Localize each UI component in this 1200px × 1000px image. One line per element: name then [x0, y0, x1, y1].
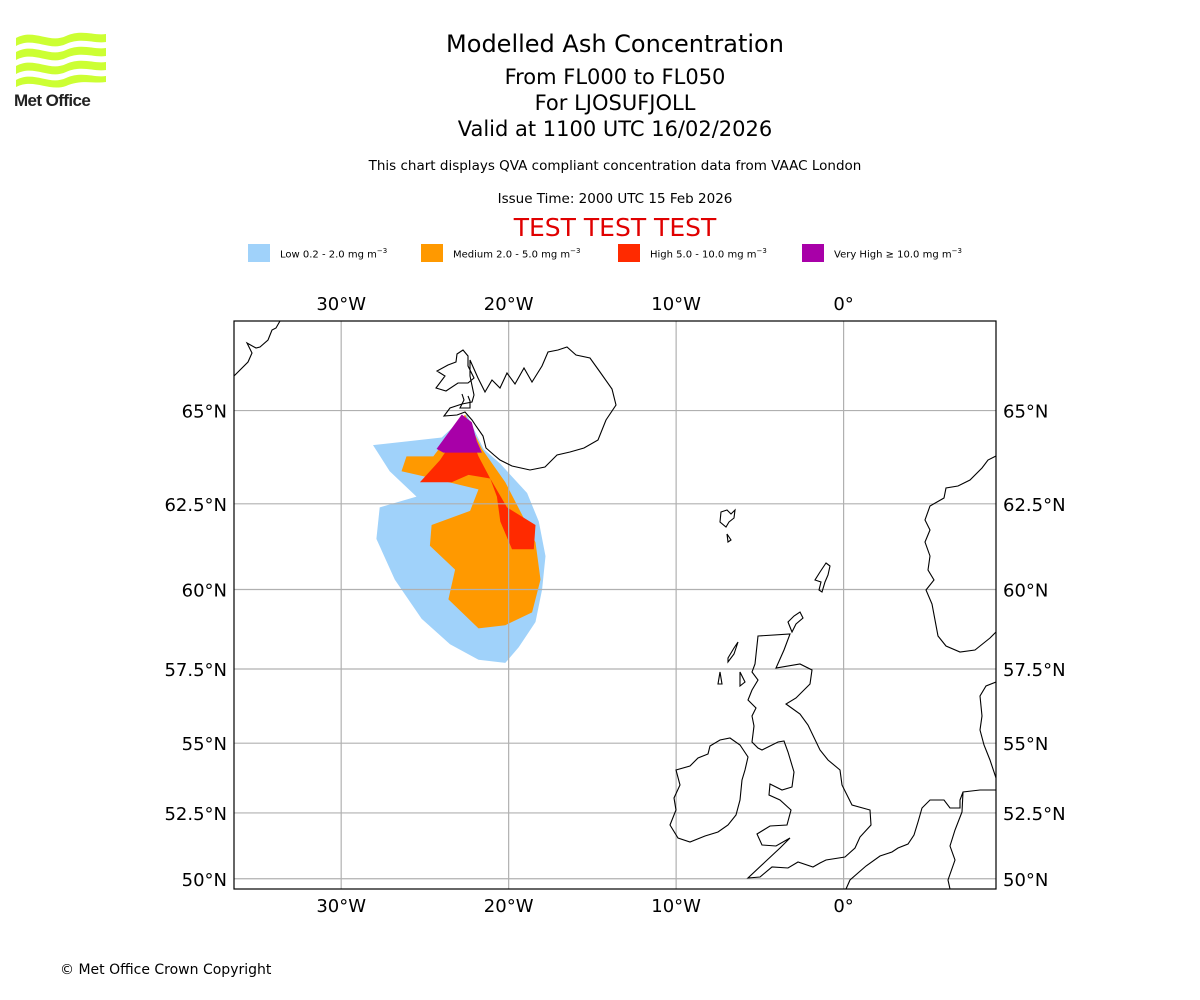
met-office-waves-icon — [16, 32, 106, 88]
tick-label-lon-top: 10°W — [651, 294, 701, 315]
map-frame — [233, 320, 997, 890]
hebrides-coast — [717, 641, 746, 688]
ash-region-high — [419, 422, 536, 550]
legend-swatch-high — [618, 244, 640, 262]
issue-time: Issue Time: 2000 UTC 15 Feb 2026 — [497, 191, 733, 207]
flight-levels: From FL000 to FL050 — [504, 65, 726, 89]
qva-note: This chart displays QVA compliant concen… — [368, 158, 862, 174]
ash-region-very-high — [436, 414, 482, 453]
ash-concentration-layer — [373, 414, 546, 663]
tick-label-lon-top: 20°W — [484, 294, 534, 315]
vestmannaeyjar-coast — [459, 393, 471, 409]
tick-label-lat-left: 60°N — [182, 581, 227, 602]
tick-label-lat-right: 62.5°N — [1003, 495, 1066, 516]
tick-label-lat-left: 57.5°N — [164, 660, 227, 681]
legend-label-very-high: Very High ≥ 10.0 mg m−3 — [834, 247, 962, 261]
legend-swatch-low — [248, 244, 270, 262]
legend-label-high: High 5.0 - 10.0 mg m−3 — [650, 247, 767, 261]
tick-label-lat-right: 50°N — [1003, 870, 1048, 891]
tick-label-lat-left: 62.5°N — [164, 495, 227, 516]
copyright: © Met Office Crown Copyright — [60, 962, 272, 978]
tick-label-lat-left: 50°N — [182, 870, 227, 891]
axis-ticks: 30°W 30°W 20°W 20°W 10°W 10°W 0° 0° 65°N 65°N 62.5… — [164, 294, 1065, 917]
tick-label-lon-bottom: 10°W — [651, 896, 701, 917]
great-britain-coast — [746, 633, 872, 879]
legend-swatch-very-high — [802, 244, 824, 262]
valid-time: Valid at 1100 UTC 16/02/2026 — [457, 117, 773, 141]
tick-label-lon-bottom: 30°W — [316, 896, 366, 917]
graticule — [234, 321, 996, 889]
test-banner: TEST TEST TEST — [513, 213, 717, 242]
chart-title: Modelled Ash Concentration — [446, 30, 784, 58]
tick-label-lat-right: 52.5°N — [1003, 804, 1066, 825]
tick-label-lat-right: 65°N — [1003, 402, 1048, 423]
coastlines — [234, 321, 996, 889]
faroe-islands-coast — [719, 508, 736, 543]
orkney-coast — [787, 611, 804, 634]
tick-label-lon-top: 0° — [833, 294, 853, 315]
tick-label-lat-right: 55°N — [1003, 734, 1048, 755]
iceland-coast — [435, 346, 617, 471]
tick-label-lat-left: 65°N — [182, 402, 227, 423]
norway-coast — [924, 455, 996, 653]
continent-coast — [845, 681, 996, 889]
ireland-coast — [669, 737, 749, 843]
legend-label-medium: Medium 2.0 - 5.0 mg m−3 — [453, 247, 581, 261]
legend-swatch-medium — [421, 244, 443, 262]
met-office-logo: Met Office — [14, 30, 108, 112]
logo-text: Met Office — [14, 91, 91, 110]
tick-label-lat-right: 57.5°N — [1003, 660, 1066, 681]
tick-label-lat-left: 55°N — [182, 734, 227, 755]
greenland-coast — [234, 321, 281, 377]
legend-label-low: Low 0.2 - 2.0 mg m−3 — [280, 247, 388, 261]
tick-label-lon-bottom: 20°W — [484, 896, 534, 917]
tick-label-lat-left: 52.5°N — [164, 804, 227, 825]
shetland-coast — [814, 562, 831, 593]
tick-label-lon-bottom: 0° — [833, 896, 853, 917]
tick-label-lat-right: 60°N — [1003, 581, 1048, 602]
chart-subtitle-block: From FL000 to FL050 For LJOSUFJOLL Valid… — [315, 64, 915, 142]
tick-label-lon-top: 30°W — [316, 294, 366, 315]
volcano-name: For LJOSUFJOLL — [534, 91, 696, 115]
